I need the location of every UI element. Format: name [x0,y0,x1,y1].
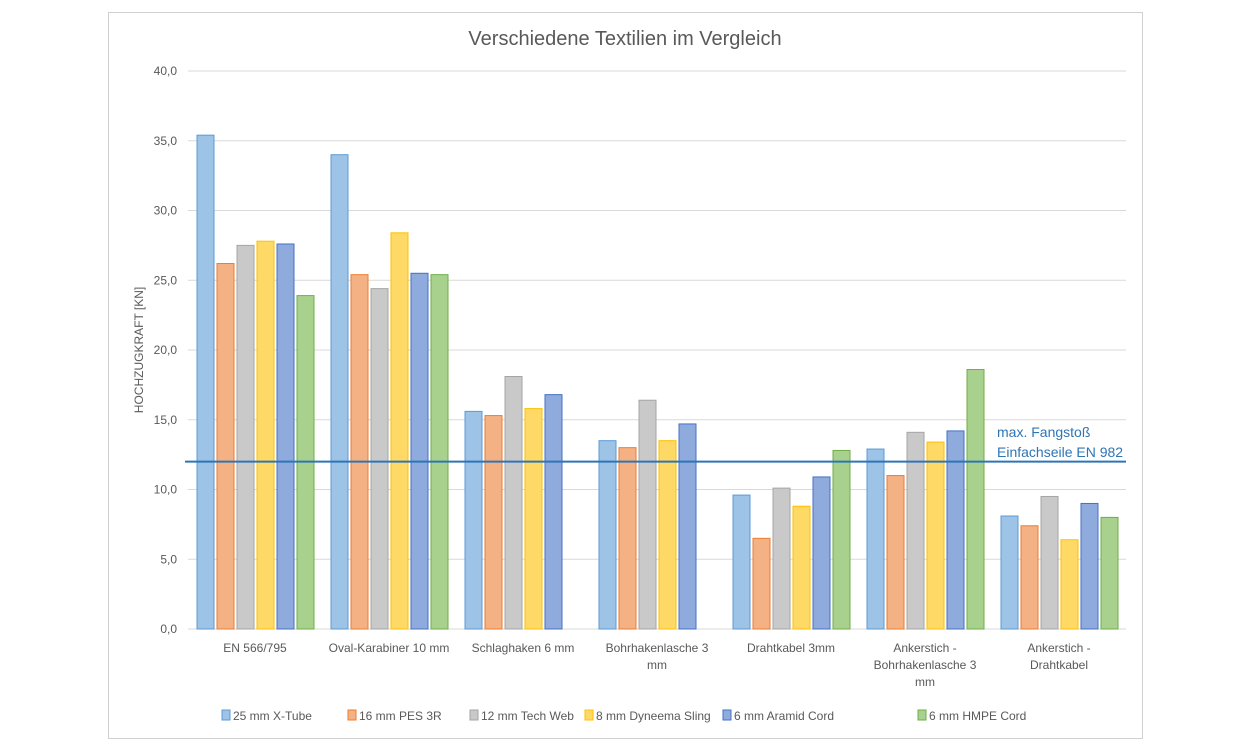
legend-label: 8 mm Dyneema Sling [596,709,711,723]
bar [1060,539,1079,630]
legend-swatch [584,709,594,721]
bar [772,487,791,630]
x-tick-label: Drahtkabel [1030,658,1088,672]
bar [792,505,811,630]
bar [484,415,503,630]
chart-frame [108,12,1143,739]
x-tick-label: EN 566/795 [223,641,287,655]
y-tick-label: 20,0 [154,343,178,357]
legend-swatch [722,709,732,721]
bar [276,243,295,630]
bar [752,537,771,630]
bar [1100,516,1119,630]
bar [330,154,349,630]
reference-line-label: Einfachseile EN 982 [997,444,1123,460]
bar [524,408,543,630]
y-tick-label: 30,0 [154,204,178,218]
reference-line-label: max. Fangstoß [997,424,1090,440]
bar [390,232,409,630]
bar [1000,515,1019,630]
x-tick-label: Ankerstich - [893,641,956,655]
y-tick-label: 25,0 [154,273,178,287]
bar [638,399,657,630]
bar [618,447,637,630]
bar [430,274,449,630]
bar [464,410,483,630]
bar [216,263,235,630]
bar [832,449,851,630]
x-tick-label: Drahtkabel 3mm [747,641,835,655]
x-tick-label: Ankerstich - [1027,641,1090,655]
bar [236,244,255,630]
legend-swatch [347,709,357,721]
legend-swatch [221,709,231,721]
x-tick-label: mm [647,658,667,672]
bar [732,494,751,630]
x-tick-label: Bohrhakenlasche 3 [874,658,977,672]
bar [350,274,369,630]
x-tick-label: Bohrhakenlasche 3 [606,641,709,655]
bar [370,288,389,630]
y-tick-label: 35,0 [154,134,178,148]
bar [1040,495,1059,630]
bar [1020,525,1039,630]
bar [946,430,965,630]
bar [926,441,945,630]
bar [504,376,523,630]
bar [658,440,677,630]
bar [256,240,275,630]
bar [678,423,697,630]
legend-swatch [469,709,479,721]
legend-label: 25 mm X-Tube [233,709,312,723]
bar [966,369,985,630]
legend-label: 6 mm HMPE Cord [929,709,1026,723]
bar [598,440,617,630]
legend-swatch [917,709,927,721]
y-tick-label: 0,0 [160,622,177,636]
y-tick-label: 15,0 [154,413,178,427]
legend-label: 6 mm Aramid Cord [734,709,834,723]
legend-label: 16 mm PES 3R [359,709,442,723]
bar [544,394,563,630]
y-tick-label: 5,0 [160,552,177,566]
y-tick-label: 40,0 [154,64,178,78]
bar [812,476,831,630]
bar [410,272,429,630]
chart-title: Verschiedene Textilien im Vergleich [468,28,781,50]
bar [1080,502,1099,630]
bar [196,134,215,630]
y-axis-label: HOCHZUGKRAFT [KN] [132,287,146,413]
legend-label: 12 mm Tech Web [481,709,574,723]
bar [866,448,885,630]
x-tick-label: Oval-Karabiner 10 mm [329,641,450,655]
bar [906,431,925,630]
bar [886,475,905,630]
x-tick-label: mm [915,675,935,689]
x-tick-label: Schlaghaken 6 mm [472,641,575,655]
y-tick-label: 10,0 [154,483,178,497]
